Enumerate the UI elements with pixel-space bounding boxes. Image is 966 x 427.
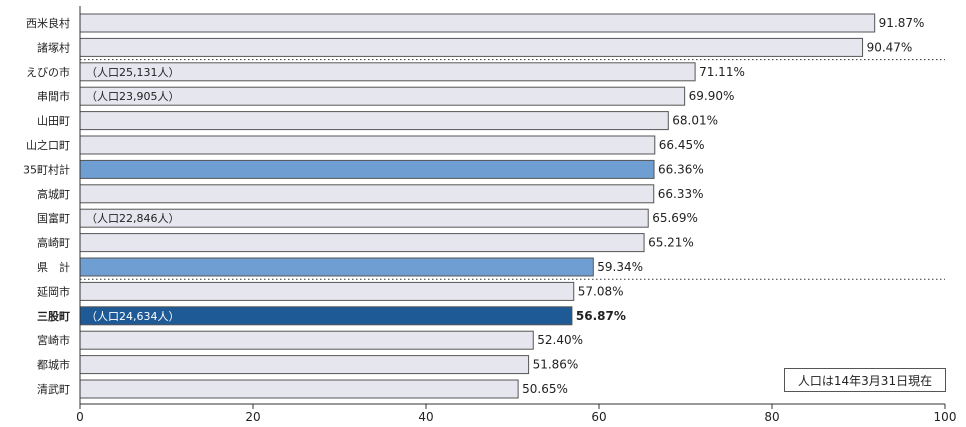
category-label: 三股町 — [37, 310, 70, 323]
value-label: 91.87% — [879, 16, 925, 30]
value-label: 66.33% — [658, 187, 704, 201]
value-label: 66.36% — [658, 162, 704, 176]
bar — [79, 159, 655, 179]
value-label: 65.21% — [648, 236, 694, 250]
value-label: 59.34% — [597, 260, 643, 274]
x-tick-label: 60 — [591, 410, 606, 424]
value-label: 69.90% — [689, 89, 735, 103]
category-label: 串間市 — [37, 89, 70, 103]
bar — [79, 233, 645, 253]
category-label: 宮崎市 — [37, 333, 70, 347]
category-label: 山之口町 — [26, 138, 70, 152]
value-label: 57.08% — [578, 284, 624, 298]
population-note: 人口は14年3月31日現在 — [784, 368, 946, 392]
category-label: 諸塚村 — [37, 40, 70, 54]
bar — [79, 111, 669, 131]
bar — [79, 184, 655, 204]
bar — [79, 379, 519, 399]
value-label: 68.01% — [672, 114, 718, 128]
category-label: 高城町 — [37, 187, 70, 201]
category-label: 西米良村 — [26, 16, 70, 30]
population-note-text: 人口は14年3月31日現在 — [797, 373, 933, 388]
value-label: 50.65% — [522, 382, 568, 396]
x-tick-label: 40 — [418, 410, 433, 424]
category-label: 延岡市 — [37, 284, 70, 298]
bar — [79, 355, 530, 375]
x-tick-label: 0 — [76, 410, 84, 424]
category-label: 県 計 — [37, 260, 70, 274]
x-tick-label: 80 — [764, 410, 779, 424]
value-label: 51.86% — [533, 358, 579, 372]
category-label: 山田町 — [37, 115, 70, 128]
value-label: 56.87% — [576, 309, 626, 323]
population-label: （人口24,634人） — [86, 310, 180, 323]
value-label: 66.45% — [659, 138, 705, 152]
bar — [79, 257, 594, 277]
category-label: 35町村計 — [23, 162, 70, 176]
category-label: 清武町 — [37, 383, 70, 396]
category-label: 都城市 — [37, 358, 70, 372]
bar — [79, 330, 534, 350]
bar — [79, 13, 876, 33]
value-label: 90.47% — [867, 40, 913, 54]
value-label: 52.40% — [537, 333, 583, 347]
bar — [79, 37, 864, 57]
x-tick-label: 100 — [934, 410, 957, 424]
population-label: （人口25,131人） — [86, 66, 180, 79]
category-label: えびの市 — [26, 65, 70, 79]
category-label: 高崎町 — [37, 236, 70, 250]
population-label: （人口22,846人） — [86, 212, 180, 225]
x-tick-label: 20 — [245, 410, 260, 424]
population-label: （人口23,905人） — [86, 90, 180, 103]
value-label: 71.11% — [699, 65, 745, 79]
bar — [79, 281, 575, 301]
value-label: 65.69% — [652, 211, 698, 225]
bar — [79, 135, 656, 155]
category-label: 国富町 — [37, 211, 70, 225]
